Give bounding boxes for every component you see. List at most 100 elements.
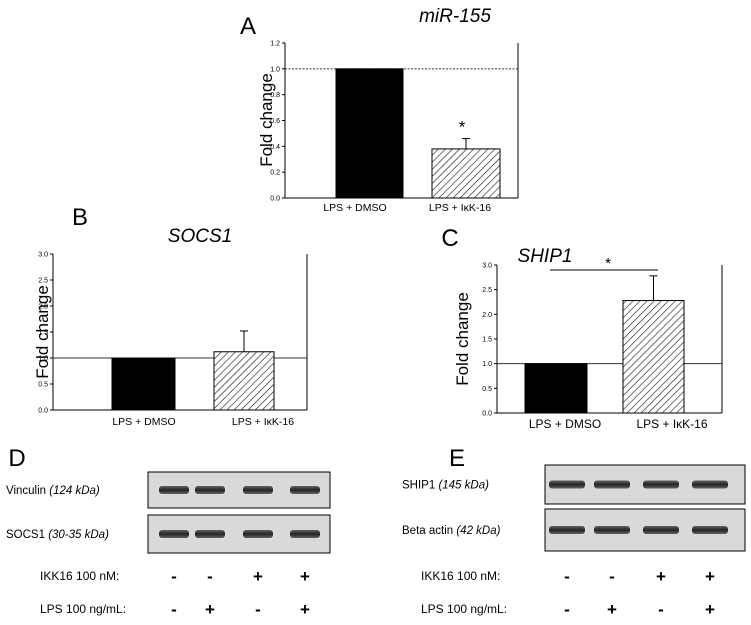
- x-category-label: LPS + DMSO: [323, 202, 386, 214]
- blot-band: [643, 480, 679, 489]
- minus-sign: -: [564, 600, 570, 619]
- y-tick-label: 1.5: [38, 330, 48, 337]
- significance-star: *: [605, 255, 611, 272]
- blot-band: [290, 530, 320, 538]
- y-axis-label: Fold change: [453, 292, 472, 386]
- blot-band: [692, 480, 728, 489]
- y-tick-label: 0.0: [482, 411, 492, 418]
- condition-label: LPS 100 ng/mL:: [421, 602, 507, 616]
- y-tick-label: 3.0: [38, 252, 48, 259]
- bar-ikk16: [622, 300, 685, 414]
- y-tick-label: 1.0: [482, 361, 492, 368]
- condition-label: LPS 100 ng/mL:: [40, 602, 126, 616]
- chart-title: miR-155: [419, 6, 491, 27]
- x-category-label: LPS + IκK-16: [429, 202, 491, 214]
- chart-title: SOCS1: [168, 226, 232, 247]
- plus-sign: +: [705, 567, 715, 586]
- y-tick-label: 0.4: [270, 144, 280, 151]
- chart-panel-c: C SHIP1 Fold change 0.0 0.5 1.0 1.5 2.0 2.5 3.0 LP…: [441, 225, 723, 431]
- plus-sign: +: [205, 600, 215, 619]
- blot-row-label: Vinculin (124 kDa): [6, 485, 100, 497]
- minus-sign: -: [207, 567, 213, 586]
- blot-band: [594, 526, 630, 534]
- protein-name: Beta actin: [402, 525, 456, 537]
- minus-sign: -: [564, 567, 570, 586]
- molecular-weight: (30-35 kDa): [48, 529, 109, 541]
- y-tick-label: 0.0: [38, 408, 48, 415]
- y-tick-label: 2.5: [482, 287, 492, 294]
- plus-sign: +: [300, 600, 310, 619]
- y-tick-label: 0.6: [270, 118, 280, 125]
- y-tick-label: 0.5: [482, 386, 492, 393]
- bar-dmso: [524, 363, 588, 414]
- y-tick-label: 0.2: [270, 170, 280, 177]
- minus-sign: -: [609, 567, 615, 586]
- chart-title: SHIP1: [518, 246, 573, 267]
- panel-letter-b: B: [72, 204, 88, 231]
- plus-sign: +: [656, 567, 666, 586]
- y-axis-label: Fold change: [33, 285, 52, 379]
- y-tick-label: 2.5: [38, 278, 48, 285]
- y-tick-label: 1.0: [270, 66, 280, 73]
- x-category-label: LPS + IκK-16: [636, 417, 707, 431]
- y-tick-label: 2.0: [38, 304, 48, 311]
- bar-dmso: [111, 357, 176, 411]
- panel-letter-c: C: [441, 225, 458, 252]
- protein-name: SOCS1: [6, 529, 48, 541]
- panel-letter-a: A: [240, 13, 256, 40]
- blot-panel-e: E SHIP1 (145 kDa) Beta actin (42 kDa) IKK16…: [402, 445, 746, 619]
- y-tick-label: 2.0: [482, 312, 492, 319]
- bar-ikk16: [213, 351, 275, 411]
- blot-band: [549, 480, 585, 489]
- bar-dmso: [335, 68, 404, 199]
- condition-label: IKK16 100 nM:: [40, 569, 119, 583]
- panel-letter-e: E: [449, 445, 465, 472]
- significance-star: *: [459, 118, 466, 137]
- plus-sign: +: [300, 567, 310, 586]
- blot-band: [159, 530, 189, 538]
- x-category-label: LPS + DMSO: [529, 417, 601, 431]
- bar-ikk16: [431, 148, 501, 199]
- molecular-weight: (124 kDa): [49, 485, 100, 497]
- y-tick-label: 3.0: [482, 263, 492, 270]
- plus-sign: +: [607, 600, 617, 619]
- minus-sign: -: [658, 600, 664, 619]
- minus-sign: -: [171, 567, 177, 586]
- blot-band: [243, 486, 273, 494]
- blot-band: [692, 526, 728, 534]
- x-category-label: LPS + DMSO: [112, 416, 175, 428]
- blot-band: [643, 526, 679, 534]
- molecular-weight: (145 kDa): [438, 480, 489, 492]
- plus-sign: +: [705, 600, 715, 619]
- protein-name: SHIP1: [402, 480, 438, 492]
- y-tick-label: 1.5: [482, 337, 492, 344]
- x-category-label: LPS + IκK-16: [232, 416, 294, 428]
- minus-sign: -: [171, 600, 177, 619]
- blot-band: [549, 526, 585, 534]
- blot-row-label: SOCS1 (30-35 kDa): [6, 529, 109, 541]
- blot-row-label: Beta actin (42 kDa): [402, 525, 501, 537]
- plus-sign: +: [253, 567, 263, 586]
- protein-name: Vinculin: [6, 485, 49, 497]
- blot-band: [290, 486, 320, 494]
- condition-label: IKK16 100 nM:: [421, 569, 500, 583]
- blot-band: [243, 530, 273, 538]
- blot-band: [195, 486, 225, 494]
- y-tick-label: 0.0: [270, 196, 280, 203]
- y-tick-label: 0.8: [270, 92, 280, 99]
- panel-letter-d: D: [8, 445, 25, 472]
- y-tick-label: 0.5: [38, 382, 48, 389]
- blot-band: [594, 480, 630, 489]
- y-tick-label: 1.2: [270, 41, 280, 48]
- minus-sign: -: [255, 600, 261, 619]
- blot-panel-d: D Vinculin (124 kDa) SOCS1 (30-35 kDa) IKK1…: [6, 445, 331, 619]
- y-axis-label: Fold change: [257, 73, 276, 167]
- blot-band: [159, 486, 189, 494]
- blot-band: [195, 530, 225, 538]
- blot-row-label: SHIP1 (145 kDa): [402, 480, 489, 492]
- y-tick-label: 1.0: [38, 356, 48, 363]
- chart-panel-b: B SOCS1 Fold change 0.0 0.5 1.0 1.5 2.0 2.5 3.0 LP…: [33, 204, 308, 428]
- molecular-weight: (42 kDa): [456, 525, 500, 537]
